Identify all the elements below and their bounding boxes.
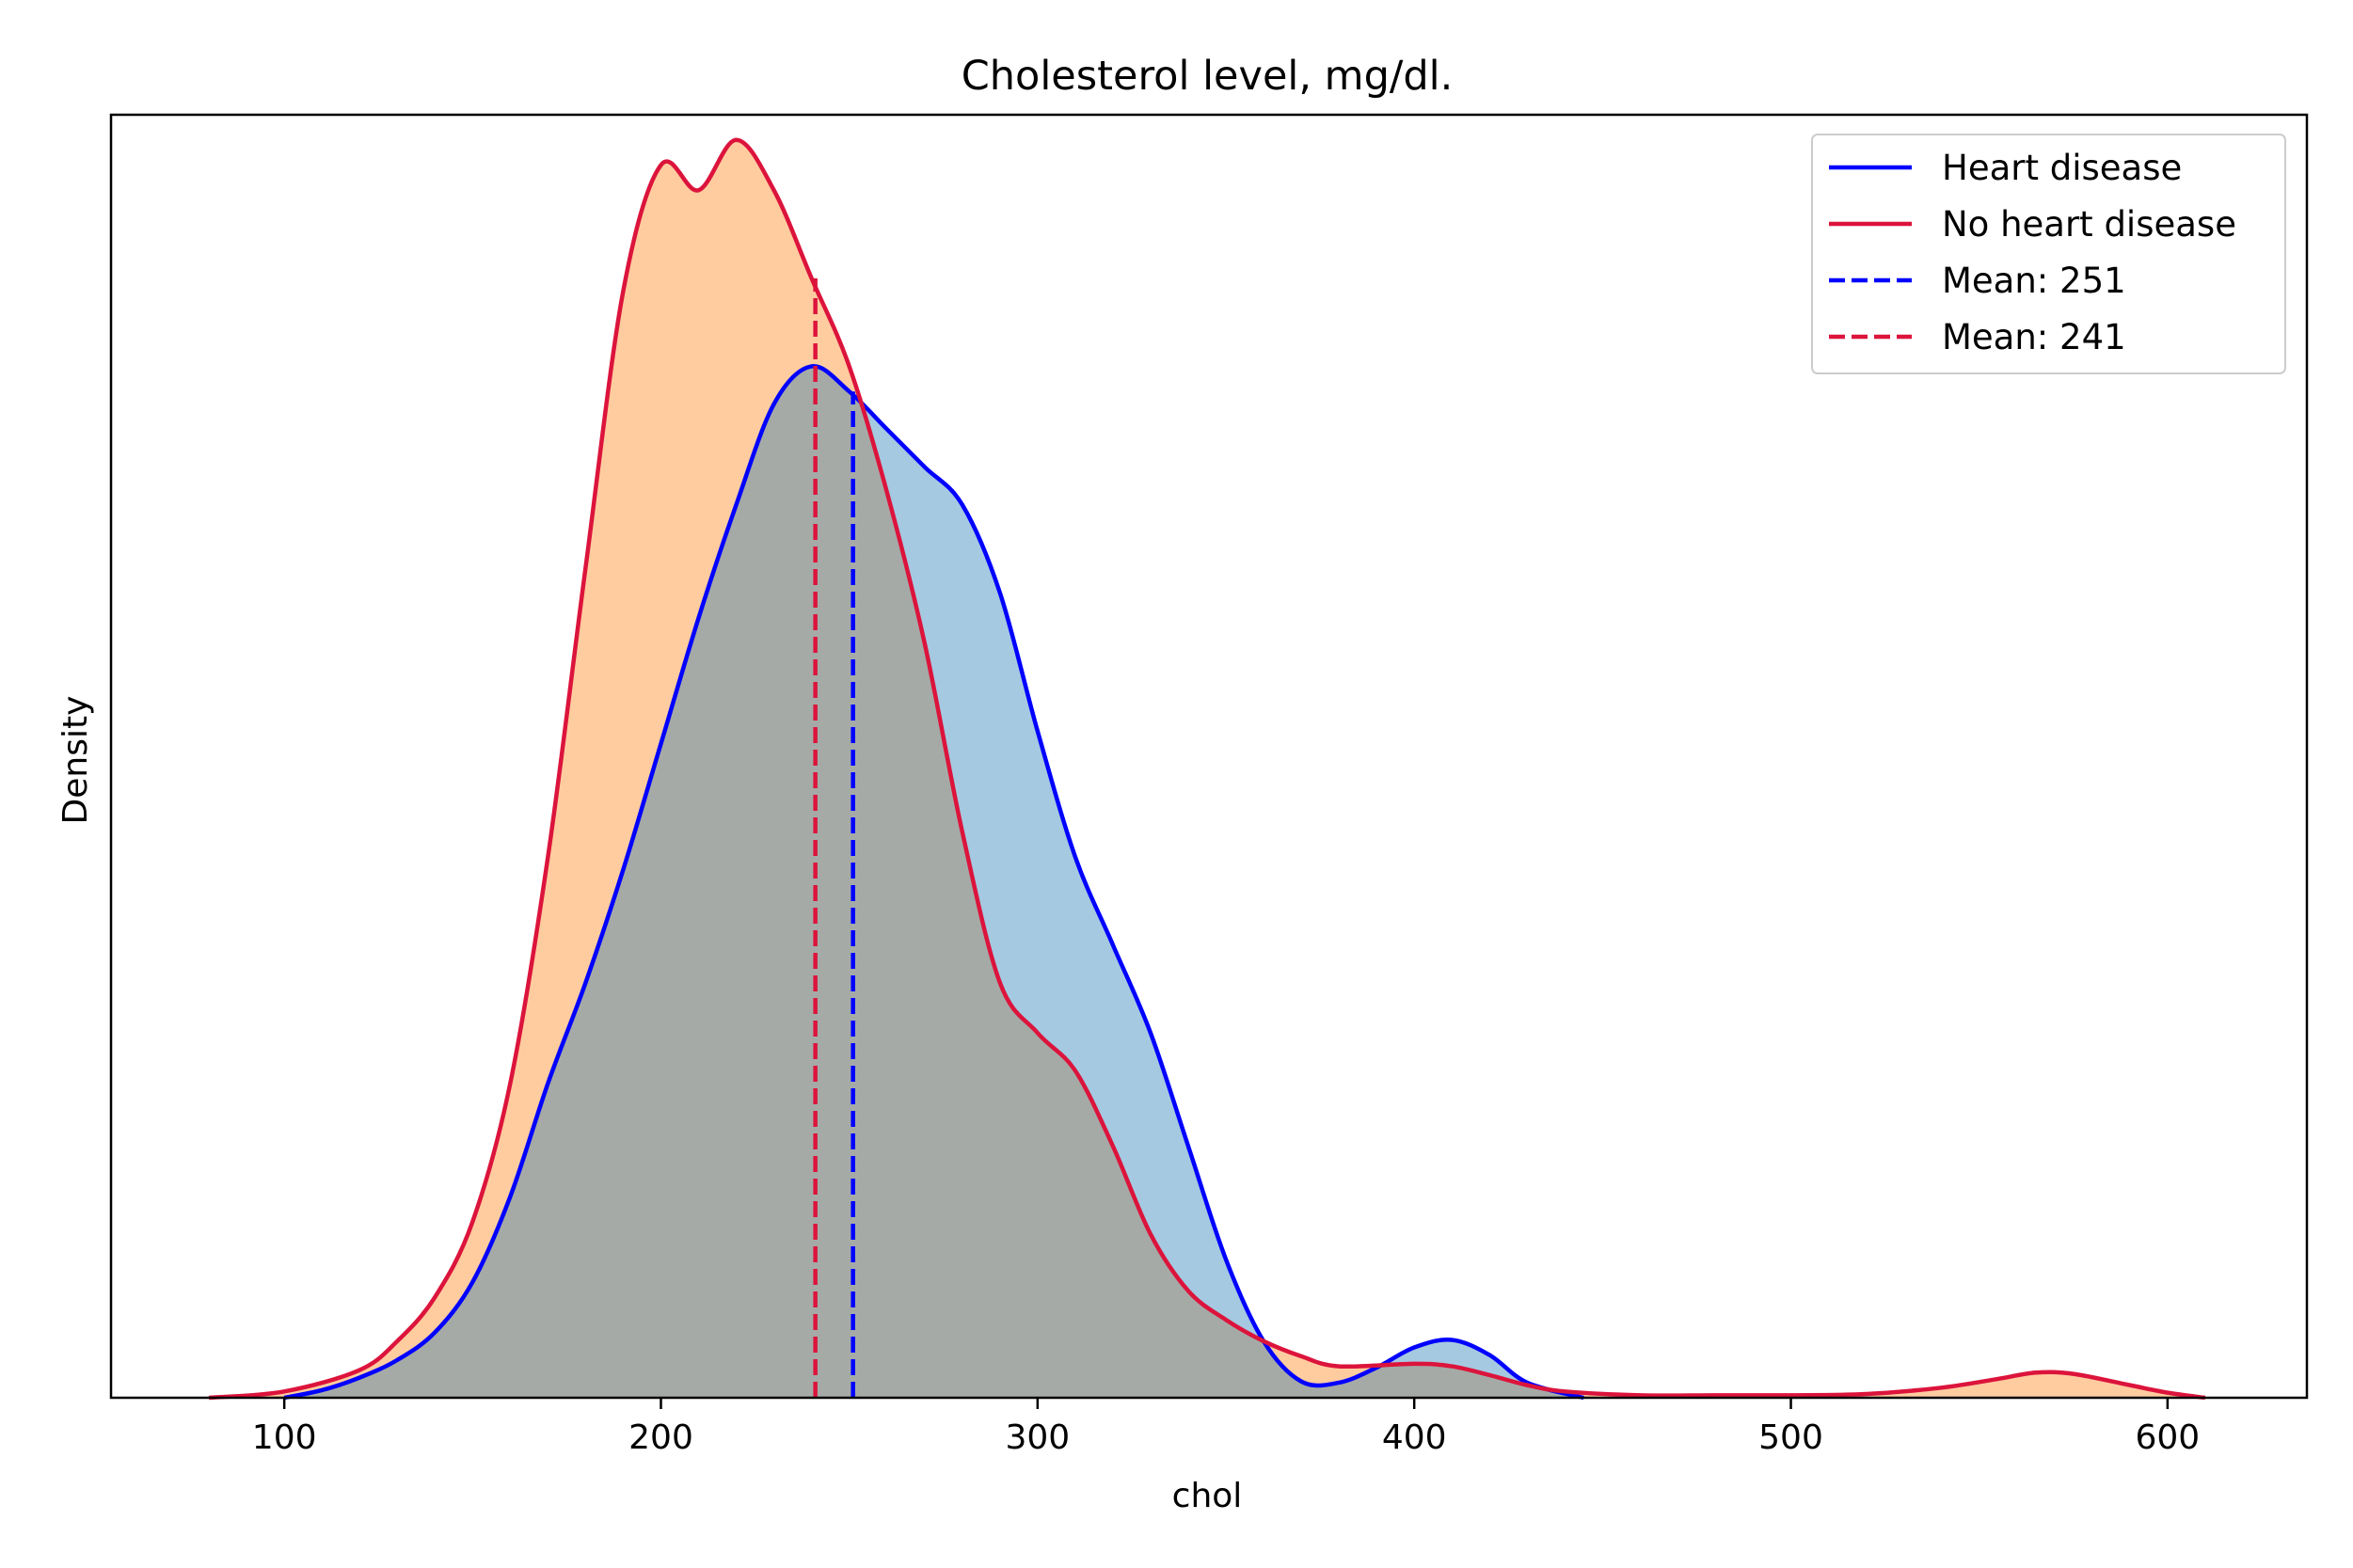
mean-lines	[813, 277, 855, 1398]
x-tick-label: 500	[1758, 1418, 1823, 1457]
x-axis-label: chol	[1172, 1477, 1243, 1515]
legend-entries: Heart disease No heart disease Mean: 251 Me…	[1829, 148, 2236, 357]
legend-label-heart-disease: Heart disease	[1942, 148, 2182, 188]
chart-title: Cholesterol level, mg/dl.	[962, 53, 1454, 100]
plot-fills	[209, 139, 2205, 1398]
x-tick-label: 600	[2136, 1418, 2201, 1457]
x-tick-label: 100	[252, 1418, 317, 1457]
plot-frame	[109, 113, 2309, 1400]
y-axis-label: Density	[56, 696, 95, 825]
legend-label-mean-heart-disease: Mean: 251	[1942, 261, 2126, 301]
x-tick-label: 300	[1005, 1418, 1070, 1457]
density-fill-no-heart-disease	[209, 139, 2205, 1398]
density-fill-heart-disease	[284, 366, 1584, 1398]
density-line-heart-disease	[283, 364, 1584, 1401]
legend-label-mean-no-heart-disease: Mean: 241	[1942, 317, 2126, 357]
x-axis-ticks: 100 200 300 400 500 600	[252, 1398, 2200, 1457]
x-tick-label: 400	[1382, 1418, 1447, 1457]
legend-box	[1811, 134, 2286, 374]
x-tick-label: 200	[628, 1418, 693, 1457]
legend-label-no-heart-disease: No heart disease	[1942, 204, 2236, 245]
plot-lines	[208, 137, 2206, 1401]
legend: Heart disease No heart disease Mean: 251 Me…	[1811, 134, 2286, 374]
density-line-no-heart-disease	[208, 137, 2206, 1401]
